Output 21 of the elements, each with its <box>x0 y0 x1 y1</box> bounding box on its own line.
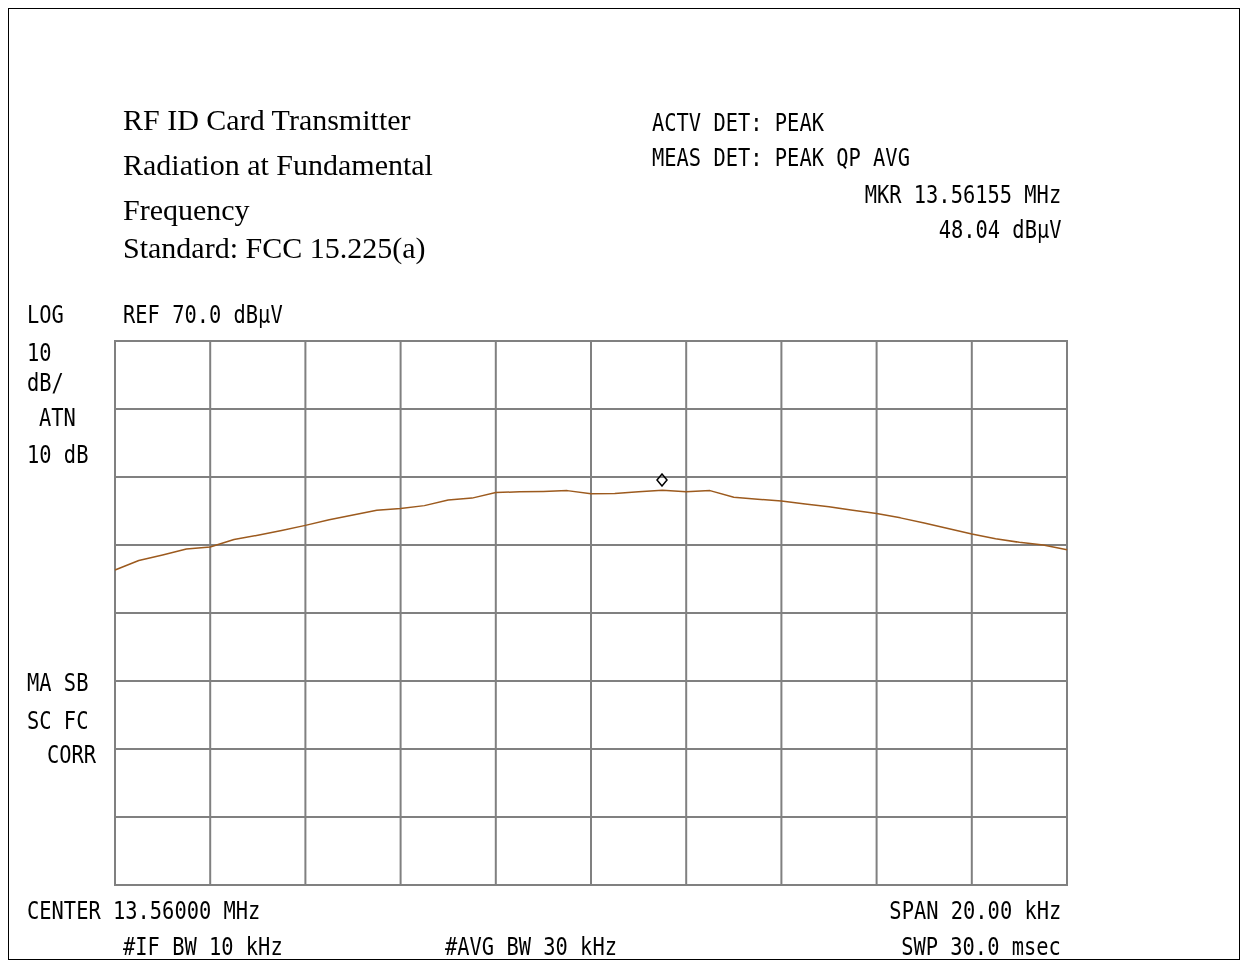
text: CENTER 13.56000 MHz <box>27 897 261 925</box>
text: dB/ <box>27 369 64 397</box>
chart-subtitle: Radiation at Fundamental Frequency <box>123 147 434 228</box>
text: Standard: FCC 15.225(a) <box>123 231 426 264</box>
text: MKR 13.56155 MHz <box>864 181 1061 209</box>
text: MA SB <box>27 669 89 697</box>
text: REF 70.0 dBµV <box>123 301 283 329</box>
text: #AVG BW 30 kHz <box>445 933 617 961</box>
text: 48.04 dBµV <box>938 216 1061 244</box>
text: #IF BW 10 kHz <box>123 933 283 961</box>
text: CORR <box>47 741 97 769</box>
text: 10 <box>27 339 52 367</box>
text: ATN <box>39 404 76 432</box>
text: ACTV DET: PEAK <box>652 109 824 137</box>
text: SWP 30.0 msec <box>901 933 1061 961</box>
text: SC FC <box>27 707 89 735</box>
text: SPAN 20.00 kHz <box>889 897 1061 925</box>
text: 10 dB <box>27 441 89 469</box>
chart-title: RF ID Card Transmitter <box>123 102 411 138</box>
text: LOG <box>27 301 64 329</box>
text: MEAS DET: PEAK QP AVG <box>652 144 910 172</box>
